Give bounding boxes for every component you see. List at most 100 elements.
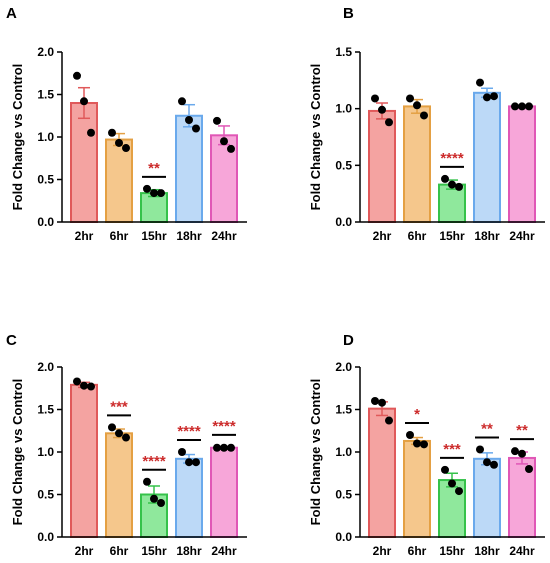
panel-letter: D: [343, 332, 354, 349]
x-tick-label: 18hr: [176, 229, 202, 243]
y-tick-label: 1.0: [37, 130, 54, 144]
x-tick-label: 15hr: [141, 544, 167, 558]
data-point: [525, 102, 533, 111]
y-tick-label: 0.0: [37, 215, 54, 229]
y-tick-label: 1.5: [335, 45, 352, 59]
data-point: [227, 443, 235, 452]
panel-letter: A: [6, 5, 17, 22]
data-point: [490, 92, 498, 101]
significance-label: ****: [212, 418, 236, 435]
data-point: [476, 445, 484, 454]
y-axis-label: Fold Change vs Control: [308, 379, 323, 526]
significance-label: *: [414, 406, 420, 423]
x-tick-label: 2hr: [373, 544, 392, 558]
data-point: [213, 443, 221, 452]
data-point: [441, 465, 449, 474]
y-tick-label: 0.5: [37, 173, 54, 187]
y-tick-label: 1.0: [335, 445, 352, 459]
x-tick-label: 15hr: [141, 229, 167, 243]
bar: [403, 105, 431, 223]
x-tick-label: 24hr: [211, 544, 237, 558]
panel-A: A Fold Change vs Control 2hr 6hr ** 15hr 18hr 2…: [6, 5, 247, 243]
y-tick-label: 0.5: [335, 488, 352, 502]
y-tick-label: 0.5: [37, 488, 54, 502]
bar: [175, 457, 203, 538]
data-point: [192, 458, 200, 467]
bar: [105, 432, 133, 538]
data-point: [192, 124, 200, 133]
data-point: [518, 449, 526, 458]
data-point: [483, 93, 491, 102]
panel-letter: C: [6, 332, 17, 349]
data-point: [213, 116, 221, 125]
data-point: [448, 180, 456, 189]
data-point: [406, 94, 414, 103]
bar: [70, 383, 98, 538]
panel-C: C Fold Change vs Control 2hr *** 6hr **** 15hr…: [6, 332, 247, 558]
data-point: [455, 487, 463, 496]
data-point: [108, 128, 116, 137]
data-point: [371, 397, 379, 405]
x-tick-label: 2hr: [373, 229, 392, 243]
data-point: [406, 431, 414, 439]
data-point: [87, 128, 95, 137]
x-tick-label: 2hr: [75, 544, 94, 558]
data-point: [483, 458, 491, 467]
significance-label: **: [148, 160, 160, 177]
significance-label: **: [516, 422, 528, 439]
data-point: [115, 429, 123, 438]
y-axis-label: Fold Change vs Control: [10, 379, 25, 526]
data-point: [73, 71, 81, 80]
data-point: [122, 144, 130, 153]
y-tick-label: 1.5: [37, 403, 54, 417]
x-tick-label: 18hr: [474, 229, 500, 243]
bar: [368, 109, 396, 223]
x-tick-label: 6hr: [408, 229, 427, 243]
significance-label: **: [481, 420, 493, 437]
data-point: [385, 118, 393, 127]
data-point: [378, 398, 386, 407]
y-tick-label: 2.0: [37, 45, 54, 59]
significance-label: ****: [142, 453, 166, 470]
panel-letter: B: [343, 5, 354, 22]
x-tick-label: 18hr: [176, 544, 202, 558]
data-point: [150, 189, 158, 198]
y-tick-label: 1.5: [335, 403, 352, 417]
x-tick-label: 24hr: [211, 229, 237, 243]
y-tick-label: 2.0: [37, 360, 54, 374]
data-point: [87, 382, 95, 391]
y-tick-label: 0.0: [37, 530, 54, 544]
data-point: [441, 174, 449, 183]
data-point: [80, 381, 88, 390]
y-axis-label: Fold Change vs Control: [308, 64, 323, 211]
x-tick-label: 15hr: [439, 229, 465, 243]
bar: [140, 192, 168, 224]
bar: [508, 105, 536, 223]
x-tick-label: 24hr: [509, 229, 535, 243]
bar: [70, 102, 98, 223]
data-point: [157, 189, 165, 198]
significance-label: ****: [177, 423, 201, 440]
y-axis-label: Fold Change vs Control: [10, 64, 25, 211]
y-tick-label: 1.0: [335, 102, 352, 116]
data-point: [185, 458, 193, 467]
y-tick-label: 1.0: [37, 445, 54, 459]
data-point: [143, 477, 151, 486]
y-tick-label: 0.5: [335, 158, 352, 172]
bar: [438, 183, 466, 224]
significance-label: ***: [443, 441, 461, 458]
data-point: [115, 138, 123, 147]
x-tick-label: 24hr: [509, 544, 535, 558]
y-tick-label: 0.0: [335, 215, 352, 229]
data-point: [455, 182, 463, 191]
data-point: [220, 443, 228, 452]
data-point: [122, 433, 130, 442]
x-tick-label: 2hr: [75, 229, 94, 243]
data-point: [448, 479, 456, 488]
data-point: [413, 101, 421, 110]
bar: [105, 138, 133, 223]
x-tick-label: 6hr: [110, 544, 129, 558]
data-point: [385, 416, 393, 425]
bar: [210, 446, 238, 538]
significance-label: ****: [440, 150, 464, 167]
